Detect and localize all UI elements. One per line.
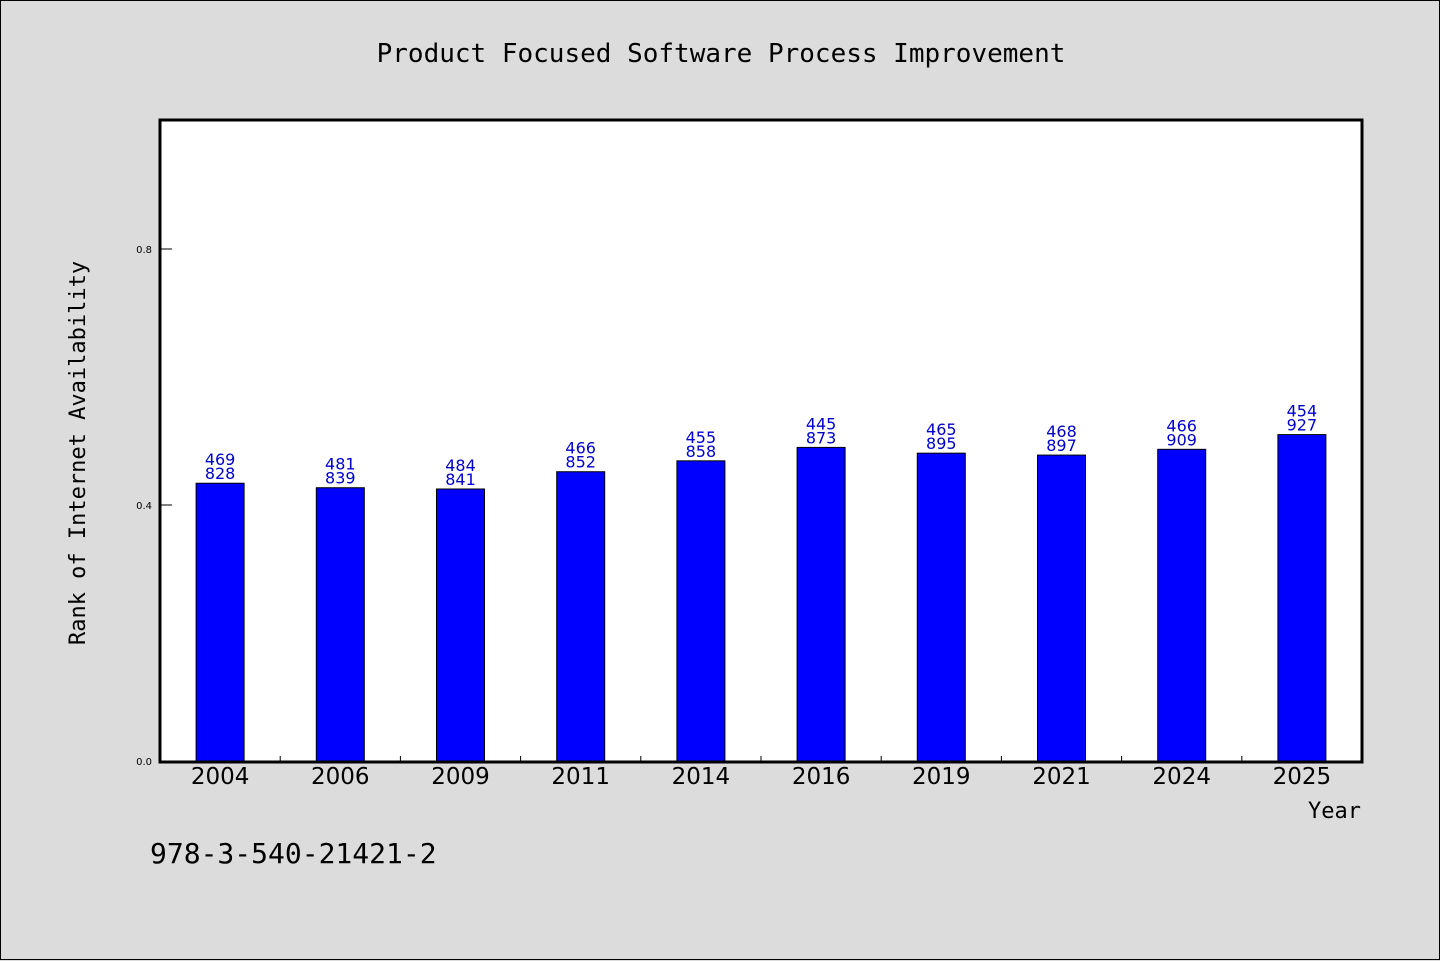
data-label-bottom: 895 [926, 434, 957, 453]
x-tick-label: 2025 [1273, 764, 1332, 790]
bar-2009 [436, 488, 485, 762]
bar-2004 [195, 482, 245, 762]
data-label-bottom: 897 [1046, 436, 1077, 455]
x-axis-tick-labels: 2004 2006 2009 2011 2014 2016 2019 2021 2024 2025 [191, 764, 1331, 790]
data-label-bottom: 828 [205, 464, 236, 483]
bar-2016 [796, 446, 846, 762]
chart-title: Product Focused Software Process Improve… [377, 39, 1066, 69]
data-label-top: 465 [926, 420, 957, 439]
x-axis-label: Year [1308, 799, 1361, 824]
data-label-top: 469 [205, 450, 236, 469]
x-tick-label: 2011 [551, 764, 610, 790]
data-label-bottom: 927 [1287, 416, 1318, 435]
x-tick-label: 2006 [311, 764, 370, 790]
y-tick-label: 0.8 [136, 245, 152, 256]
bar-2024 [1157, 448, 1207, 762]
data-label-top: 445 [806, 414, 837, 433]
data-label-top: 484 [445, 456, 476, 475]
bars [195, 434, 1327, 762]
x-tick-label: 2024 [1152, 764, 1211, 790]
x-tick-label: 2004 [191, 764, 250, 790]
x-axis-minor-ticks [279, 756, 1243, 762]
bar-2025 [1277, 434, 1327, 762]
bar-2019 [916, 452, 966, 762]
bar-2011 [556, 471, 606, 762]
data-label-bottom: 841 [445, 470, 476, 489]
data-label-top: 481 [325, 455, 356, 474]
bar-2021 [1037, 454, 1086, 762]
x-tick-label: 2009 [431, 764, 490, 790]
x-tick-label: 2016 [792, 764, 851, 790]
data-label-bottom: 873 [806, 428, 837, 447]
x-tick-label: 2014 [672, 764, 731, 790]
data-label-bottom: 909 [1166, 430, 1197, 449]
isbn-text: 978-3-540-21421-2 [150, 837, 437, 870]
data-label-top: 468 [1046, 422, 1077, 441]
data-label-top: 454 [1287, 402, 1318, 421]
bar-2014 [676, 460, 726, 762]
data-label-bottom: 839 [325, 469, 356, 488]
data-label-bottom: 858 [686, 442, 717, 461]
y-tick-label: 0.0 [136, 757, 152, 768]
y-axis-label: Rank of Internet Availability [66, 261, 91, 645]
x-tick-label: 2021 [1032, 764, 1091, 790]
x-tick-label: 2019 [912, 764, 971, 790]
data-label-top: 455 [686, 428, 717, 447]
bar-2006 [315, 487, 365, 762]
y-axis-ticks: 0.0 0.4 0.8 [136, 245, 172, 768]
data-label-bottom: 852 [565, 453, 596, 472]
data-label-top: 466 [565, 439, 596, 458]
y-tick-label: 0.4 [136, 501, 152, 512]
data-label-top: 466 [1166, 416, 1197, 435]
